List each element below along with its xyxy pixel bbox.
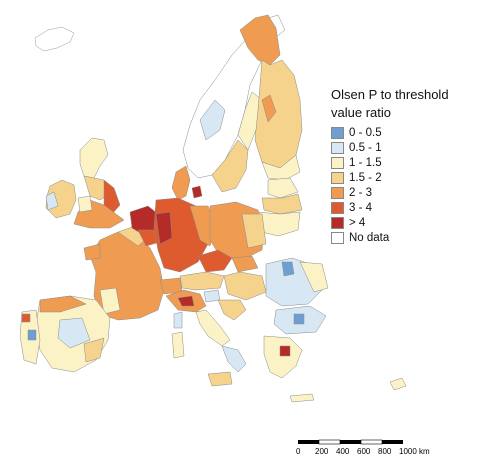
legend-swatch bbox=[331, 201, 344, 214]
italy-po-region bbox=[177, 295, 195, 307]
cyprus-region bbox=[389, 377, 407, 391]
legend-swatch bbox=[331, 171, 344, 184]
legend-item: No data bbox=[331, 230, 491, 245]
legend-swatch bbox=[331, 231, 344, 244]
portugal-red-region bbox=[21, 313, 31, 323]
legend-item: 3 - 4 bbox=[331, 200, 491, 215]
crete-region bbox=[289, 393, 315, 403]
slovenia-region bbox=[203, 289, 221, 303]
map-legend: Olsen P to threshold value ratio 0 - 0.5… bbox=[331, 86, 491, 245]
slovakia-region bbox=[231, 255, 259, 273]
sardinia-region bbox=[171, 331, 185, 359]
greece-region bbox=[263, 335, 303, 379]
croatia-region bbox=[217, 299, 247, 321]
legend-swatch bbox=[331, 156, 344, 169]
scale-tick-label: 800 bbox=[378, 447, 392, 456]
legend-item: 2 - 3 bbox=[331, 185, 491, 200]
sicily-region bbox=[207, 371, 233, 387]
legend-label: 3 - 4 bbox=[349, 201, 373, 214]
sweden-central-region bbox=[199, 99, 226, 141]
legend-label: 1.5 - 2 bbox=[349, 171, 382, 184]
legend-label: No data bbox=[349, 231, 390, 244]
spain-north-region bbox=[39, 295, 87, 313]
scale-tick-label: 600 bbox=[357, 447, 371, 456]
legend-swatch bbox=[331, 216, 344, 229]
legend-item: 1 - 1.5 bbox=[331, 155, 491, 170]
germany-west-region bbox=[155, 211, 173, 245]
legend-swatch bbox=[331, 141, 344, 154]
finland-coast-region bbox=[261, 94, 277, 123]
bulgaria-blue-region bbox=[293, 313, 305, 325]
iceland-region bbox=[34, 26, 75, 52]
poland-east-region bbox=[241, 213, 267, 249]
legend-item: 1.5 - 2 bbox=[331, 170, 491, 185]
finland-region bbox=[254, 59, 303, 169]
wales-region bbox=[77, 195, 93, 213]
corsica-region bbox=[173, 311, 183, 329]
greece-red-region bbox=[279, 345, 291, 357]
ireland-west-region bbox=[45, 191, 59, 211]
finland-south-region bbox=[261, 154, 301, 181]
portugal-blue-region bbox=[27, 329, 37, 341]
spain-central-region bbox=[57, 317, 91, 349]
legend-label: > 4 bbox=[349, 216, 366, 229]
scale-tick-label: 1000 km bbox=[399, 447, 430, 456]
legend-item: 0 - 0.5 bbox=[331, 125, 491, 140]
scale-bar bbox=[298, 439, 403, 445]
romania-blue-region bbox=[281, 261, 295, 277]
latvia-region bbox=[261, 193, 303, 215]
legend-items: 0 - 0.5 0.5 - 1 1 - 1.5 1.5 - 2 2 - 3 3 - 4 > … bbox=[331, 125, 491, 245]
romania-east-region bbox=[299, 261, 329, 293]
scotland-region bbox=[79, 137, 109, 179]
czechia-region bbox=[197, 249, 233, 273]
spain-southeast-region bbox=[83, 337, 105, 363]
legend-item: > 4 bbox=[331, 215, 491, 230]
legend-item: 0.5 - 1 bbox=[331, 140, 491, 155]
brittany-region bbox=[83, 243, 101, 261]
legend-label: 0 - 0.5 bbox=[349, 126, 382, 139]
italy-central-region bbox=[195, 309, 231, 347]
legend-label: 0.5 - 1 bbox=[349, 141, 382, 154]
scale-tick-label: 400 bbox=[336, 447, 350, 456]
france-southwest-region bbox=[99, 287, 121, 315]
denmark-region bbox=[171, 165, 191, 201]
hungary-region bbox=[223, 271, 267, 301]
scale-tick-label: 0 bbox=[296, 447, 301, 456]
legend-title-line-2: value ratio bbox=[331, 105, 391, 120]
estonia-region bbox=[267, 177, 299, 199]
legend-label: 1 - 1.5 bbox=[349, 156, 382, 169]
legend-label: 2 - 3 bbox=[349, 186, 373, 199]
italy-south-region bbox=[221, 345, 247, 373]
legend-swatch bbox=[331, 126, 344, 139]
scale-tick-label: 200 bbox=[315, 447, 329, 456]
denmark-island-region bbox=[191, 185, 203, 199]
austria-region bbox=[179, 271, 225, 291]
north-finland-region bbox=[239, 14, 281, 66]
legend-title-line-1: Olsen P to threshold bbox=[331, 87, 449, 102]
sweden-south-region bbox=[211, 139, 249, 193]
legend-swatch bbox=[331, 186, 344, 199]
